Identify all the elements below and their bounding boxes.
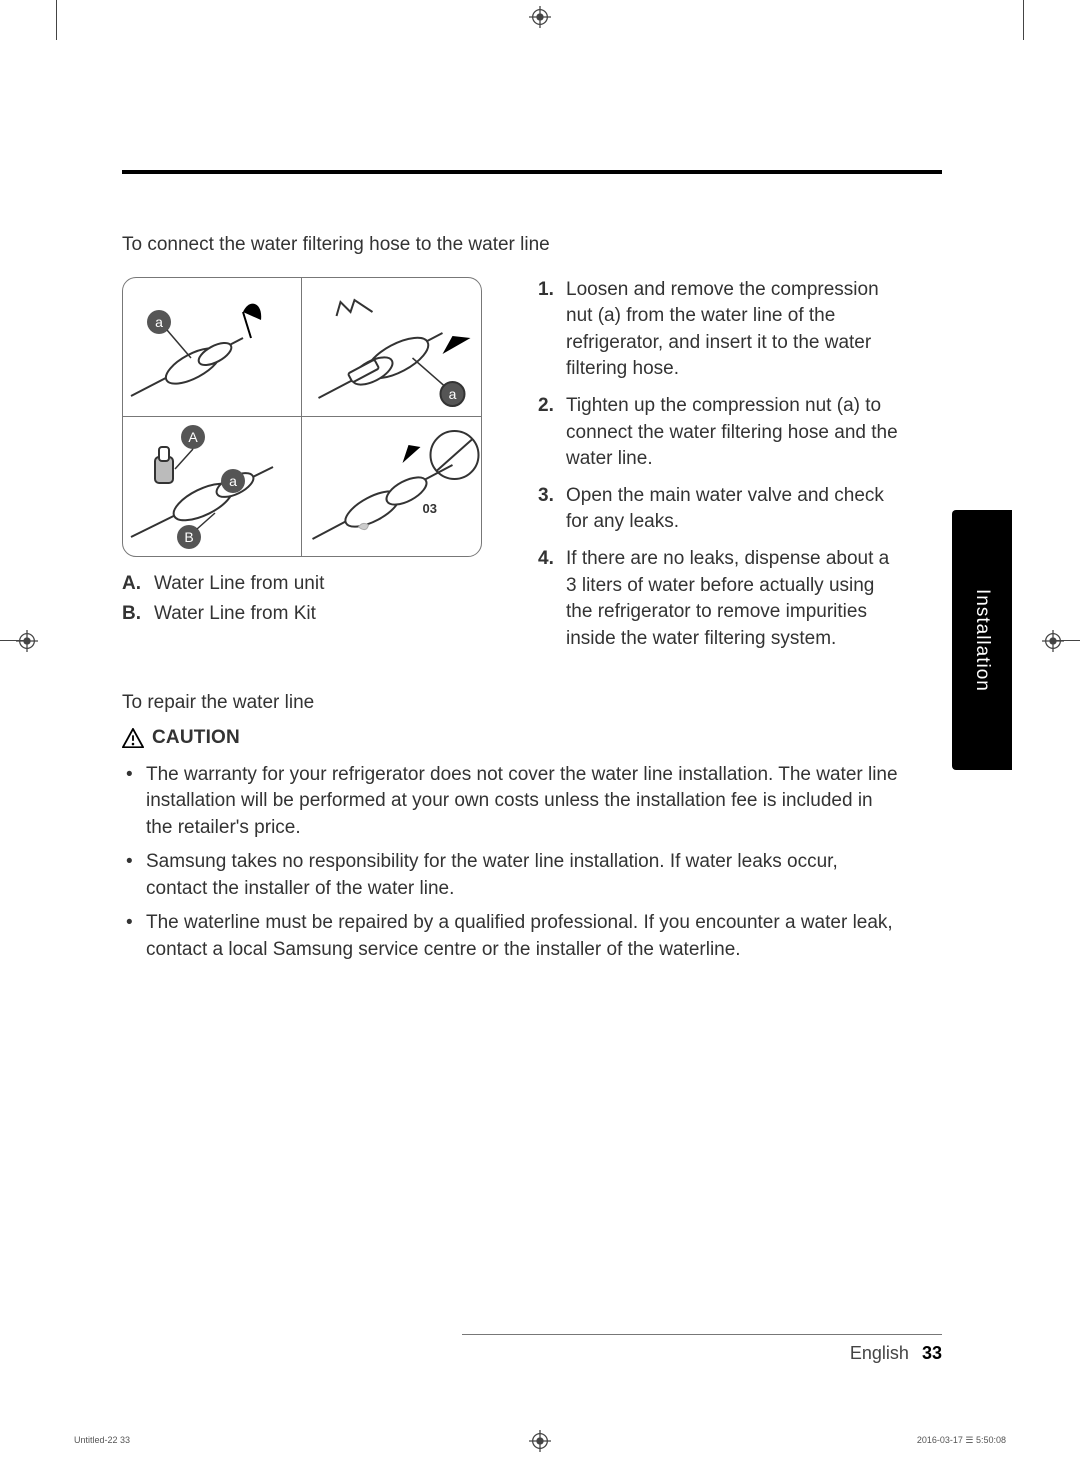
step-item: Tighten up the compression nut (a) to co… (538, 393, 902, 473)
svg-text:a: a (155, 314, 163, 330)
caution-item: Samsung takes no responsibility for the … (122, 849, 902, 902)
meta-timestamp: 2016-03-17 ☰ 5:50:08 (917, 1435, 1006, 1446)
repair-title: To repair the water line (122, 690, 902, 717)
legend-letter-a: A. (122, 571, 144, 598)
section-tab-label: Installation (971, 589, 993, 692)
caution-list: The warranty for your refrigerator does … (122, 762, 902, 964)
registration-mark-icon (1042, 630, 1064, 652)
diagram-cell-2: a (302, 278, 483, 416)
legend-letter-b: B. (122, 601, 144, 628)
diagram-cell-4: 03 (302, 417, 483, 557)
diagram-cell-3: A a B (123, 417, 301, 557)
horizontal-rule (122, 170, 942, 174)
step-item: Open the main water valve and check for … (538, 483, 902, 536)
footer-language: English (850, 1343, 909, 1363)
registration-mark-icon (16, 630, 38, 652)
step-item: If there are no leaks, dispense about a … (538, 546, 902, 652)
svg-text:A: A (188, 429, 198, 445)
crop-mark (56, 0, 57, 40)
crop-mark (1023, 0, 1024, 40)
svg-text:03: 03 (423, 501, 437, 516)
printer-meta: Untitled-22 33 2016-03-17 ☰ 5:50:08 (74, 1435, 1006, 1446)
legend-text-a: Water Line from unit (154, 571, 324, 598)
registration-mark-icon (529, 6, 551, 28)
page-footer: English 33 (122, 1334, 942, 1364)
page-content: To connect the water filtering hose to t… (122, 232, 902, 972)
meta-filename: Untitled-22 33 (74, 1435, 130, 1446)
caution-label: CAUTION (152, 725, 240, 752)
caution-heading: CAUTION (122, 725, 902, 752)
page-number: 33 (922, 1343, 942, 1363)
section-title: To connect the water filtering hose to t… (122, 232, 902, 259)
svg-text:a: a (229, 473, 237, 489)
svg-text:B: B (184, 529, 193, 545)
diagram: a (122, 277, 482, 557)
step-item: Loosen and remove the compression nut (a… (538, 277, 902, 383)
section-tab: Installation (952, 510, 1012, 770)
diagram-legend: A. Water Line from unit B. Water Line fr… (122, 571, 482, 628)
caution-item: The warranty for your refrigerator does … (122, 762, 902, 842)
warning-triangle-icon (122, 728, 144, 748)
legend-text-b: Water Line from Kit (154, 601, 316, 628)
svg-text:a: a (449, 386, 457, 402)
diagram-cell-1: a (123, 278, 301, 416)
instruction-steps: Loosen and remove the compression nut (a… (538, 277, 902, 653)
caution-item: The waterline must be repaired by a qual… (122, 910, 902, 963)
